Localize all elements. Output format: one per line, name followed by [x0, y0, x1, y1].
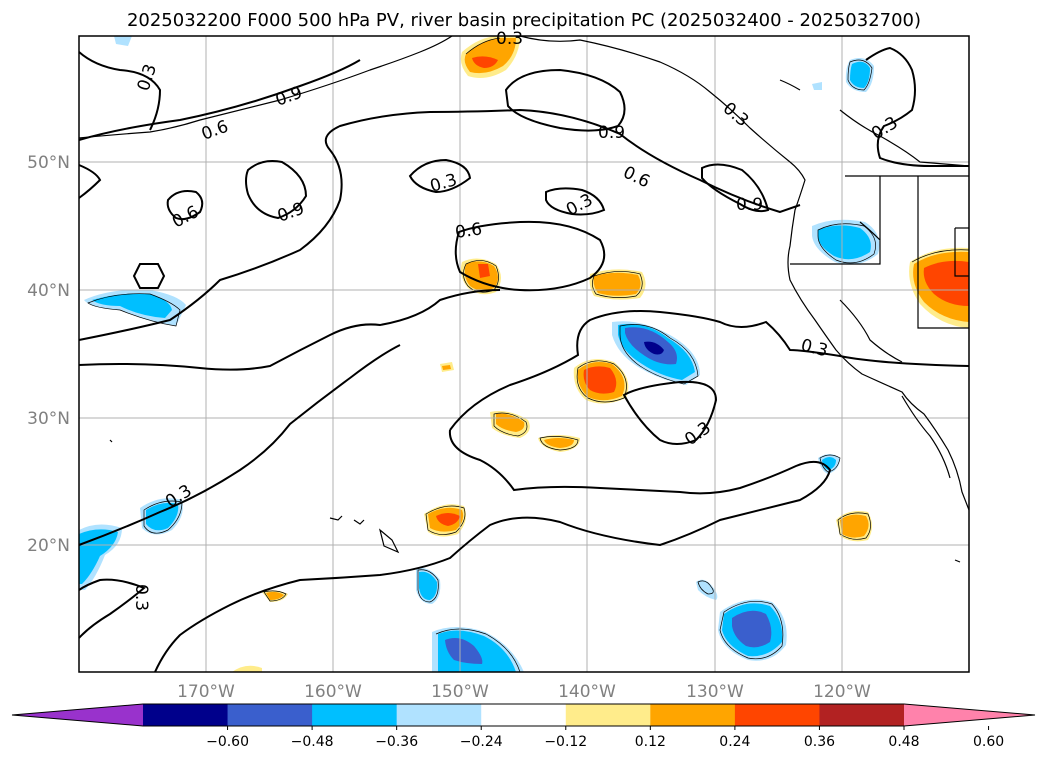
precip-shading	[79, 36, 969, 672]
colorbar-extend-min	[12, 704, 143, 726]
colorbar-tick-label: −0.60	[206, 734, 249, 750]
neg-anomaly-area	[114, 36, 132, 46]
lon-label: 120°W	[813, 682, 871, 702]
neg-anomaly-area	[146, 502, 179, 531]
neg-anomaly-area	[644, 341, 664, 355]
pos-anomaly-area	[923, 260, 969, 306]
lon-label: 130°W	[686, 682, 744, 702]
lon-label: 170°W	[177, 682, 235, 702]
lat-labels: 50°N 40°N 30°N 20°N	[27, 153, 70, 556]
colorbar-tick-label: 0.24	[719, 734, 750, 750]
colorbar-segment	[396, 704, 482, 726]
neg-anomaly-area	[445, 638, 483, 664]
neg-anomaly-area	[818, 225, 871, 260]
lat-label: 20°N	[27, 536, 70, 556]
pos-anomaly-area	[442, 365, 451, 370]
lon-label: 150°W	[431, 682, 489, 702]
colorbar-extend-max	[904, 704, 1035, 726]
colorbar-tick-label: −0.12	[544, 734, 587, 750]
neg-anomaly-area	[92, 293, 172, 318]
colorbar-outline	[11, 703, 1036, 727]
pv-contours	[78, 46, 970, 673]
pos-anomaly-area	[266, 591, 284, 600]
gridlines	[79, 36, 969, 672]
contour-label: 0.9	[736, 195, 763, 215]
pos-anomaly-area	[472, 56, 498, 68]
map-title: 2025032200 F000 500 hPa PV, river basin …	[127, 10, 921, 31]
lon-labels: 170°W 160°W 150°W 140°W 130°W 120°W	[177, 682, 871, 702]
colorbar-segment	[565, 704, 651, 726]
contour-label: 0.6	[454, 219, 484, 243]
colorbar-segment	[312, 704, 398, 726]
lat-label: 50°N	[27, 153, 70, 173]
neg-anomaly-area	[79, 529, 118, 584]
lon-label: 140°W	[558, 682, 616, 702]
colorbar-segment	[819, 704, 905, 726]
colorbar-tick-label: 0.60	[973, 734, 1004, 750]
contour-label: 0.9	[598, 123, 625, 143]
shading-outlines	[87, 37, 970, 673]
contour-label: 0.3	[496, 29, 523, 49]
colorbar-tick-label: −0.24	[460, 734, 503, 750]
neg-anomaly-area	[732, 610, 772, 648]
map-frame	[78, 35, 970, 673]
colorbar-tick-label: 0.12	[635, 734, 666, 750]
colorbar-segment	[481, 704, 567, 726]
lon-label: 160°W	[304, 682, 362, 702]
colorbar-tick-label: −0.48	[291, 734, 334, 750]
colorbar: −0.60 −0.48 −0.36 −0.24 −0.12 0.12 0.24 0.36 0.4…	[11, 703, 1036, 750]
neg-anomaly-area	[822, 457, 836, 470]
lat-label: 30°N	[27, 409, 70, 429]
contour-label: 0.3	[131, 584, 151, 611]
neg-anomaly-area	[812, 82, 822, 90]
colorbar-segment	[143, 704, 229, 726]
colorbar-segment	[734, 704, 820, 726]
map-panel: 0.3 0.9 0.6 0.6 0.9 0.3 0.6 0.9 0.3 0.6 …	[78, 29, 970, 673]
pos-anomaly-area	[478, 264, 490, 278]
pos-anomaly-area	[436, 513, 460, 526]
pos-anomaly-area	[232, 665, 262, 672]
coastlines	[78, 35, 970, 563]
colorbar-tick-label: −0.36	[375, 734, 418, 750]
lat-label: 40°N	[27, 281, 70, 301]
pos-anomaly-area	[544, 438, 574, 448]
colorbar-tick-label: 0.48	[888, 734, 919, 750]
colorbar-segment	[650, 704, 736, 726]
colorbar-segment	[227, 704, 313, 726]
colorbar-tick-label: 0.36	[804, 734, 835, 750]
neg-anomaly-area	[850, 61, 870, 88]
pos-anomaly-area	[840, 514, 869, 538]
neg-anomaly-area	[419, 571, 438, 600]
pos-anomaly-area	[583, 366, 617, 394]
neg-anomaly-area	[696, 579, 718, 600]
pos-anomaly-area	[593, 272, 641, 296]
